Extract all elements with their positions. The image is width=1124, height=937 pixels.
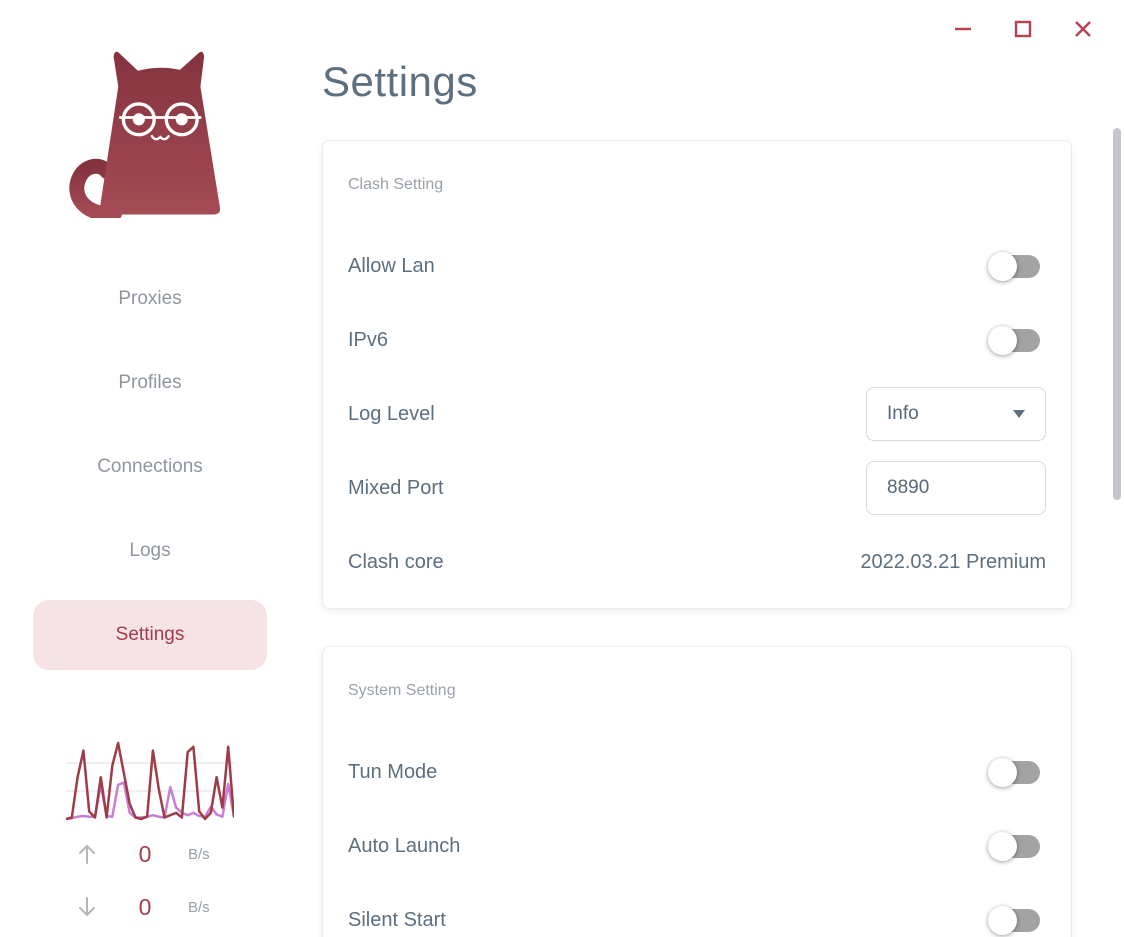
close-button[interactable]	[1070, 16, 1096, 42]
allow-lan-label: Allow Lan	[348, 254, 435, 277]
minimize-icon	[955, 27, 971, 31]
toggle-thumb	[988, 325, 1017, 355]
chevron-down-icon	[1013, 410, 1025, 418]
clash-core-label: Clash core	[348, 550, 444, 573]
log-level-label: Log Level	[348, 402, 435, 425]
silent-start-row: Silent Start	[348, 883, 1046, 937]
card-title: Clash Setting	[348, 176, 444, 193]
log-level-select[interactable]: Info	[866, 387, 1046, 441]
auto-launch-row: Auto Launch	[348, 809, 1046, 883]
ipv6-label: IPv6	[348, 328, 389, 351]
mixed-port-label: Mixed Port	[348, 476, 444, 499]
auto-launch-label: Auto Launch	[348, 834, 461, 857]
minimize-button[interactable]	[950, 16, 976, 42]
system-setting-card: System Setting Tun Mode Auto Launch Sile…	[322, 646, 1072, 937]
allow-lan-toggle[interactable]	[988, 251, 1040, 281]
page-title: Settings	[322, 58, 478, 105]
silent-start-label: Silent Start	[348, 908, 446, 931]
mixed-port-row: Mixed Port	[348, 451, 1046, 525]
clash-core-version: 2022.03.21 Premium	[860, 550, 1046, 573]
main-content: Settings Clash Setting Allow Lan IPv6 Lo…	[322, 0, 1072, 937]
scrollbar-thumb[interactable]	[1113, 128, 1121, 500]
maximize-icon	[1014, 20, 1032, 38]
clash-setting-card: Clash Setting Allow Lan IPv6 Log Level I…	[322, 140, 1072, 609]
ipv6-toggle[interactable]	[988, 325, 1040, 355]
close-icon	[1075, 21, 1091, 37]
sidebar-item-settings[interactable]: Settings	[33, 600, 267, 670]
maximize-button[interactable]	[1010, 16, 1036, 42]
upload-speed-unit: B/s	[188, 845, 210, 863]
toggle-thumb	[988, 757, 1017, 787]
tun-mode-label: Tun Mode	[348, 760, 438, 783]
sidebar-item-proxies[interactable]: Proxies	[118, 288, 182, 309]
sidebar-item-profiles[interactable]: Profiles	[118, 372, 182, 393]
arrow-down-icon	[79, 897, 95, 916]
download-speed-value: 0	[138, 893, 152, 920]
mixed-port-input[interactable]	[866, 461, 1046, 515]
ipv6-row: IPv6	[348, 303, 1046, 377]
sidebar-nav: Proxies Profiles Connections Logs Settin…	[0, 264, 300, 670]
tun-mode-row: Tun Mode	[348, 735, 1046, 809]
traffic-chart	[66, 741, 234, 821]
sidebar-item-logs[interactable]: Logs	[129, 540, 171, 561]
arrow-up-icon	[79, 845, 95, 864]
toggle-thumb	[988, 831, 1017, 861]
traffic-panel: 0 B/s 0 B/s	[66, 737, 234, 930]
upload-stat-row: 0 B/s	[66, 831, 234, 877]
clash-cat-logo	[69, 51, 221, 218]
clash-core-row: Clash core 2022.03.21 Premium	[348, 525, 1046, 599]
allow-lan-row: Allow Lan	[348, 229, 1046, 303]
toggle-thumb	[988, 905, 1017, 935]
toggle-thumb	[988, 251, 1017, 281]
download-speed-unit: B/s	[188, 898, 210, 916]
log-level-row: Log Level Info	[348, 377, 1046, 451]
upload-speed-value: 0	[138, 840, 152, 867]
window-controls	[950, 16, 1096, 42]
sidebar-item-connections[interactable]: Connections	[97, 456, 203, 477]
tun-mode-toggle[interactable]	[988, 757, 1040, 787]
auto-launch-toggle[interactable]	[988, 831, 1040, 861]
silent-start-toggle[interactable]	[988, 905, 1040, 935]
log-level-selected-value: Info	[887, 403, 919, 424]
download-stat-row: 0 B/s	[66, 884, 234, 930]
card-title: System Setting	[348, 682, 456, 699]
sidebar: Proxies Profiles Connections Logs Settin…	[0, 0, 300, 937]
